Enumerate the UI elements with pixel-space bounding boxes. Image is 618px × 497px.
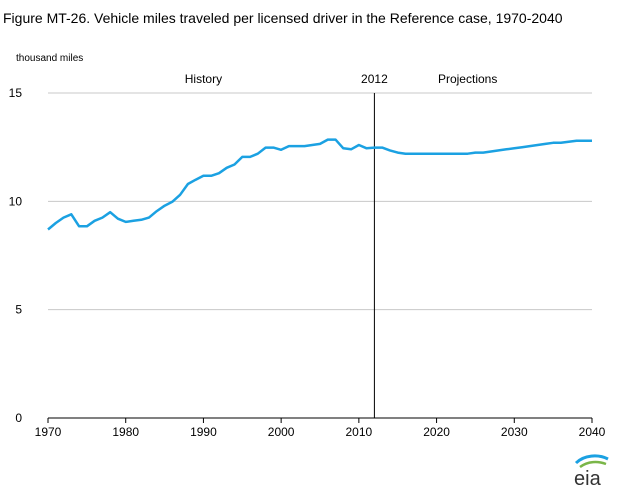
- x-tick-label: 2040: [579, 425, 606, 439]
- chart-title: Figure MT-26. Vehicle miles traveled per…: [3, 10, 563, 26]
- y-axis-unit-label: thousand miles: [16, 53, 84, 64]
- y-tick-label: 10: [9, 194, 23, 208]
- annotation-label: Projections: [438, 72, 497, 86]
- x-tick-label: 1980: [112, 425, 139, 439]
- x-tick-label: 2000: [268, 425, 295, 439]
- x-tick-label: 2020: [423, 425, 450, 439]
- y-tick-label: 15: [9, 86, 23, 100]
- x-tick-label: 1990: [190, 425, 217, 439]
- x-tick-label: 2010: [346, 425, 373, 439]
- annotation-label: 2012: [361, 72, 388, 86]
- eia-logo-text: eia: [574, 468, 602, 490]
- eia-logo: eia: [574, 454, 609, 490]
- y-tick-label: 5: [15, 303, 22, 317]
- x-tick-label: 1970: [35, 425, 62, 439]
- annotation-label: History: [185, 72, 222, 86]
- y-tick-label: 0: [15, 411, 22, 425]
- series-line-0: [47, 138, 592, 231]
- x-tick-label: 2030: [501, 425, 528, 439]
